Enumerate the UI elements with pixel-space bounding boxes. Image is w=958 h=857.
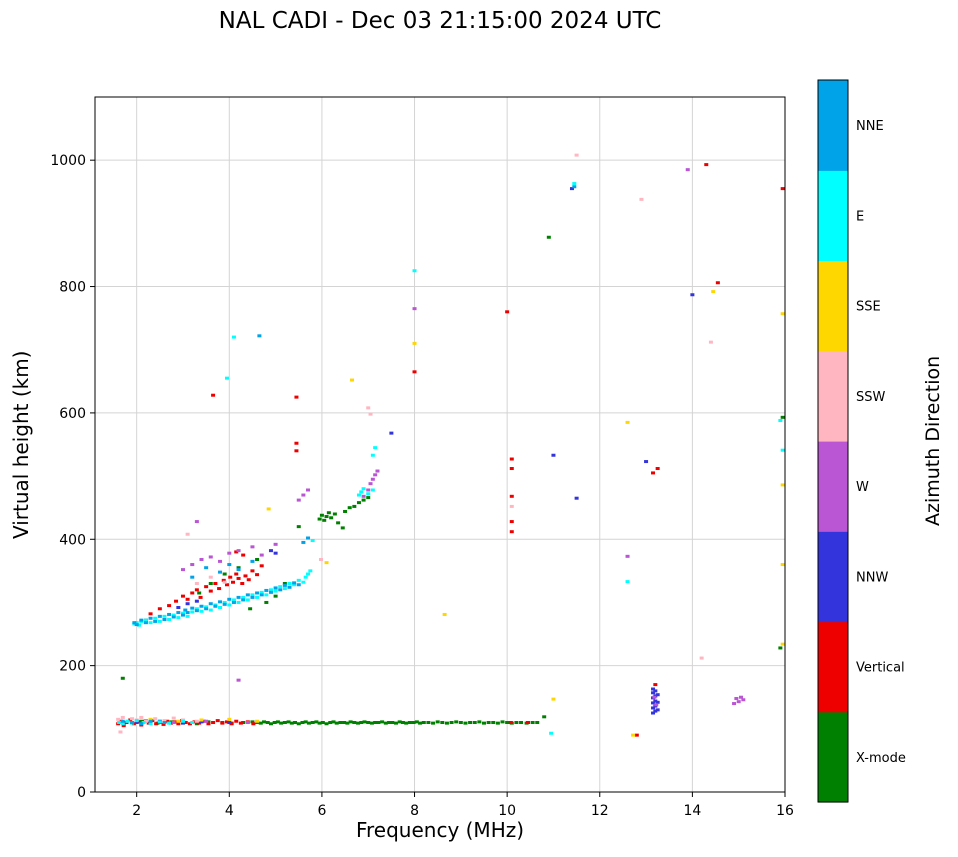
axis-ticks: 2 4 6 8 10 12 14 16 0 200 400 600 800 1000 (50, 153, 794, 819)
colorbar-label: Azimuth Direction (922, 355, 944, 527)
grid-lines (95, 97, 786, 793)
colorbar-category-label: NNE (856, 119, 884, 134)
colorbar-segment-sse (818, 260, 848, 352)
colorbar-segment-nnw (818, 531, 848, 623)
y-tick-label: 400 (59, 532, 86, 548)
scatter-points (116, 153, 785, 737)
colorbar-segment-w (818, 441, 848, 532)
colorbar-category-label: W (856, 480, 869, 495)
colorbar-category-label: X-mode (856, 751, 906, 766)
series-nne (120, 185, 577, 726)
x-tick-label: 10 (498, 803, 516, 819)
y-tick-label: 800 (59, 280, 86, 296)
chart-title: NAL CADI - Dec 03 21:15:00 2024 UTC (218, 8, 662, 34)
y-axis-label: Virtual height (km) (9, 350, 33, 539)
x-tick-label: 2 (132, 803, 141, 819)
colorbar-segment-nne (818, 80, 848, 171)
series-sse (148, 290, 785, 737)
y-tick-label: 0 (77, 785, 86, 801)
series-e (117, 182, 785, 735)
colorbar-frame (817, 79, 849, 803)
x-tick-label: 12 (591, 803, 609, 819)
series-x-mode (120, 235, 785, 726)
x-tick-label: 16 (776, 803, 794, 819)
colorbar-category-label: SSW (856, 390, 886, 405)
x-tick-label: 4 (225, 803, 234, 819)
colorbar-category-label: SSE (856, 300, 881, 315)
y-tick-label: 600 (59, 406, 86, 422)
y-tick-label: 1000 (50, 153, 86, 169)
colorbar-category-label: Vertical (856, 661, 905, 676)
x-tick-label: 14 (683, 803, 701, 819)
colorbar-category-label: E (856, 209, 864, 224)
x-tick-label: 8 (410, 803, 419, 819)
colorbar-segment-ssw (818, 350, 848, 442)
colorbar-segment-e (818, 170, 848, 262)
colorbar: X-mode Vertical NNW W SSW SSE E NNE (817, 79, 906, 803)
y-tick-label: 200 (59, 659, 86, 675)
x-axis-label: Frequency (MHz) (355, 818, 525, 842)
x-tick-label: 6 (317, 803, 326, 819)
series-w (143, 168, 746, 724)
colorbar-segment-x-mode (818, 711, 848, 803)
colorbar-category-label: NNW (856, 570, 888, 585)
colorbar-segment-vertical (818, 621, 848, 713)
series-vertical (116, 163, 785, 737)
plot-frame (94, 96, 786, 793)
